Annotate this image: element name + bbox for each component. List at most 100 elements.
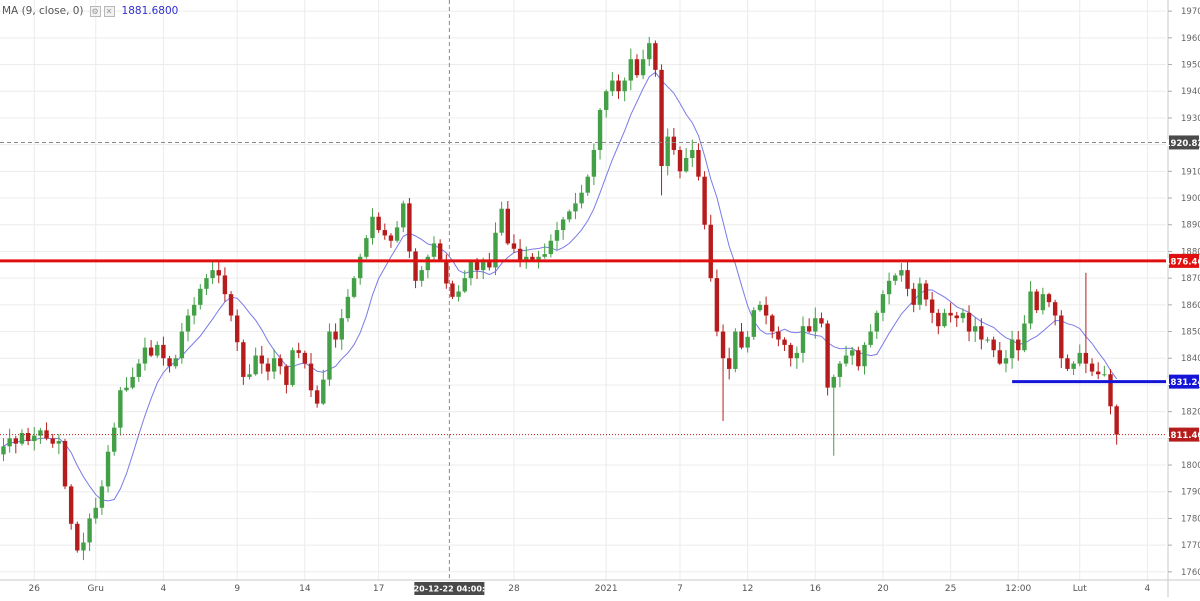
candle: [899, 263, 904, 282]
candle: [585, 174, 590, 196]
candle-body: [886, 280, 892, 295]
candle: [739, 322, 744, 350]
candle: [185, 309, 191, 342]
candle: [751, 307, 756, 340]
candle-body: [948, 312, 953, 316]
candle: [148, 340, 154, 357]
level-lines[interactable]: [0, 0, 1166, 580]
candle-body: [616, 80, 621, 92]
candle-body: [985, 339, 990, 341]
candle-body: [653, 43, 658, 70]
candle-body: [259, 355, 264, 364]
candle: [1065, 354, 1070, 372]
candle-body: [161, 344, 166, 359]
candle-body: [579, 192, 584, 204]
candle-body: [677, 149, 683, 172]
candle: [1016, 331, 1021, 361]
candle-body: [1040, 294, 1046, 311]
candle: [653, 40, 658, 77]
candle: [640, 49, 646, 80]
candle-body: [351, 278, 357, 297]
candles: [1, 36, 1119, 561]
candle-body: [382, 230, 387, 236]
candle-body: [634, 59, 640, 76]
candle-body: [880, 294, 886, 313]
candle-body: [554, 230, 560, 241]
candle-body: [536, 256, 541, 260]
y-tick-label: 1800: [1181, 461, 1200, 471]
candle-body: [560, 219, 566, 231]
candle-body: [499, 208, 504, 233]
candle-body: [105, 451, 111, 487]
candle: [511, 234, 517, 253]
candle: [130, 367, 135, 390]
candle: [610, 71, 615, 97]
candle-body: [1, 446, 6, 455]
candle-body: [1108, 374, 1113, 407]
candle-body: [966, 312, 972, 332]
candle: [628, 48, 633, 91]
candle: [19, 429, 25, 446]
candle: [979, 318, 984, 350]
gear-icon[interactable]: ⚙: [89, 5, 101, 17]
candle: [290, 347, 295, 387]
candle-body: [659, 69, 664, 166]
candle-body: [376, 216, 381, 231]
candle: [856, 346, 861, 371]
candle-body: [1016, 339, 1021, 351]
indicator-legend[interactable]: MA (9, close, 0) ⚙ ✕ 1881.6800: [2, 3, 178, 19]
candle: [1009, 330, 1015, 369]
y-tick-label: 1840: [1181, 354, 1200, 364]
x-tick-label: 14: [299, 584, 311, 594]
candle: [388, 233, 394, 248]
candle: [216, 261, 221, 284]
candle-body: [62, 441, 68, 487]
candle-body: [99, 486, 105, 508]
candle-body: [942, 312, 947, 327]
ma-indicator-value: 1881.6800: [121, 5, 179, 17]
ma-line: [3, 71, 1118, 502]
candle-body: [50, 438, 55, 444]
candle: [401, 200, 406, 233]
x-tick-label: 28: [508, 584, 520, 594]
candle: [1096, 362, 1101, 380]
candle-body: [794, 352, 800, 359]
close-icon[interactable]: ✕: [103, 5, 115, 17]
candle: [573, 192, 578, 220]
candle-body: [505, 208, 510, 244]
y-tick-label: 1880: [1181, 247, 1200, 257]
candle-body: [548, 240, 554, 255]
candle: [936, 309, 941, 335]
candle-body: [481, 262, 486, 271]
candle-body: [179, 331, 185, 359]
candle-body: [210, 270, 215, 279]
candle: [647, 36, 652, 67]
candle-body: [173, 358, 178, 367]
candle-body: [763, 304, 769, 316]
candle-body: [831, 376, 836, 388]
candle: [720, 324, 726, 421]
candle: [38, 428, 43, 444]
candle: [1040, 287, 1046, 315]
x-tick-label: 12: [742, 584, 753, 594]
x-tick-label: 2021: [595, 584, 618, 594]
candle: [665, 128, 670, 176]
candle-body: [204, 278, 209, 289]
candle-body: [235, 315, 240, 343]
candle-body: [81, 542, 86, 551]
candle-body: [112, 427, 117, 452]
y-tick-label: 1950: [1181, 61, 1200, 71]
candle-body: [806, 326, 812, 332]
candle: [733, 328, 738, 373]
candle: [142, 337, 148, 371]
candle-body: [198, 288, 203, 305]
candle-body: [696, 149, 701, 177]
x-tick-label: 4: [161, 584, 167, 594]
candle: [997, 341, 1002, 365]
candle-body: [38, 430, 43, 436]
candle: [87, 513, 92, 552]
candle: [1028, 281, 1033, 330]
candle-body: [474, 262, 480, 271]
